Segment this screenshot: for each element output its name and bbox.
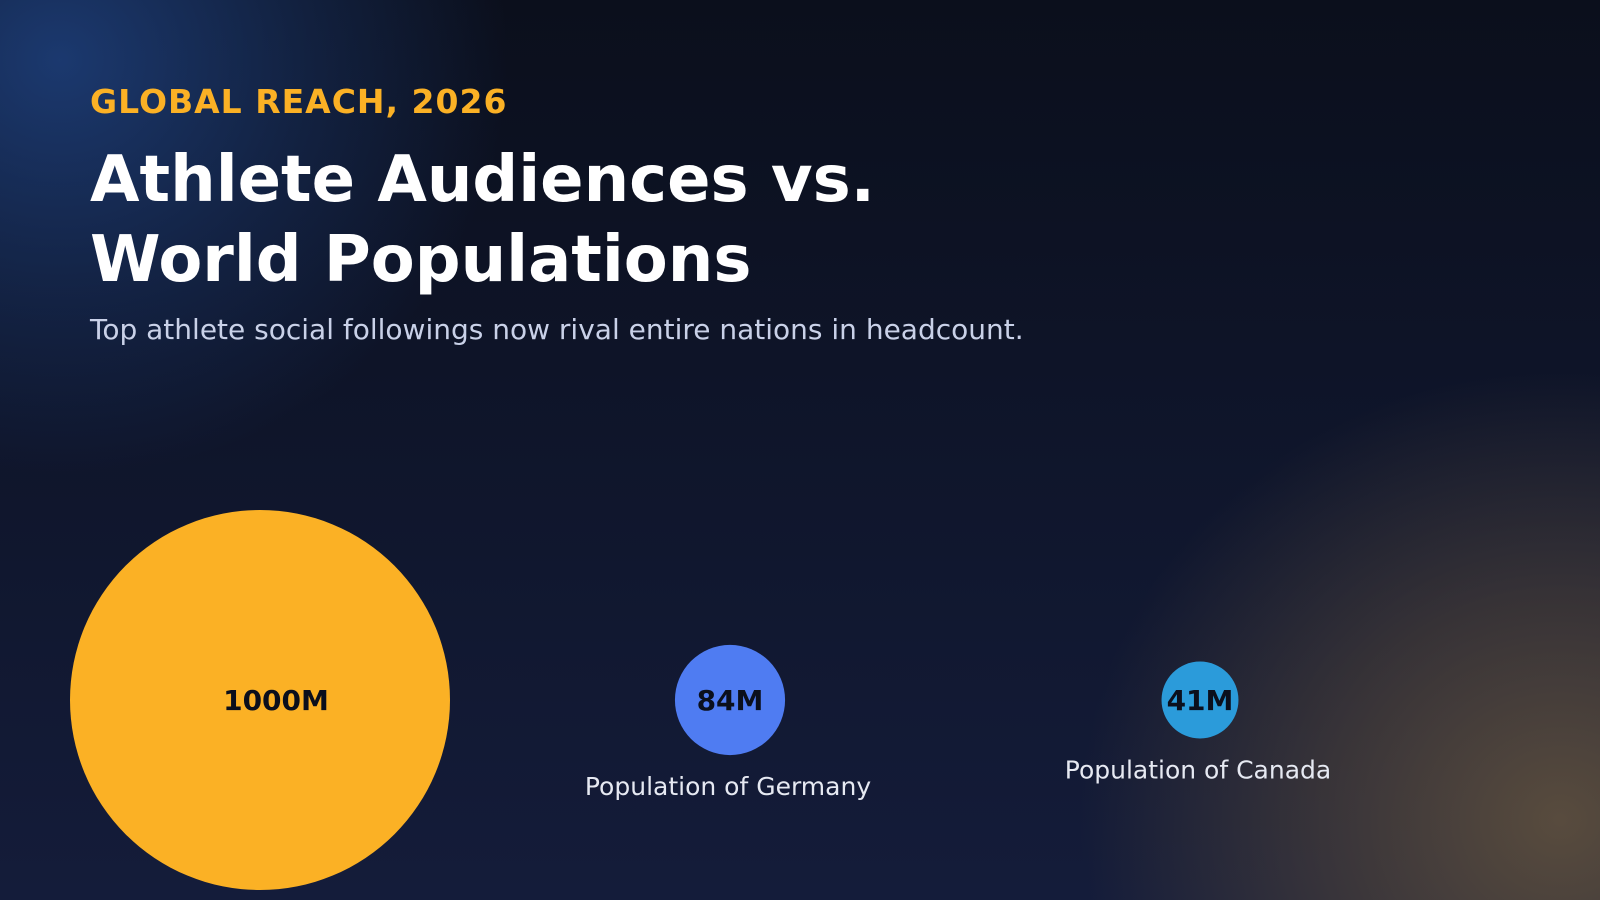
eyebrow-label: GLOBAL REACH, 2026 <box>90 82 508 121</box>
bubble-group: 1000M <box>70 510 450 890</box>
bubble-circle <box>70 510 450 890</box>
bubble-value-label: 84M <box>697 684 764 717</box>
bubble-circle <box>1161 661 1239 739</box>
bubble-group: 84M Population of Germany <box>585 644 871 801</box>
header: GLOBAL REACH, 2026 Athlete Audiences vs.… <box>90 78 1290 348</box>
bubble-circle <box>674 644 786 756</box>
page-subtitle: Top athlete social followings now rival … <box>90 313 1024 346</box>
bubble-category-label: Population of Canada <box>1065 755 1331 784</box>
page-title: Athlete Audiences vs. World Populations <box>90 143 875 297</box>
bubble-category-label: Population of Germany <box>585 772 871 801</box>
bubble-value-label: 41M <box>1167 684 1234 717</box>
bubble-value-label: 1000M <box>223 684 329 717</box>
bubble-group: 41M Population of Canada <box>1065 661 1331 784</box>
